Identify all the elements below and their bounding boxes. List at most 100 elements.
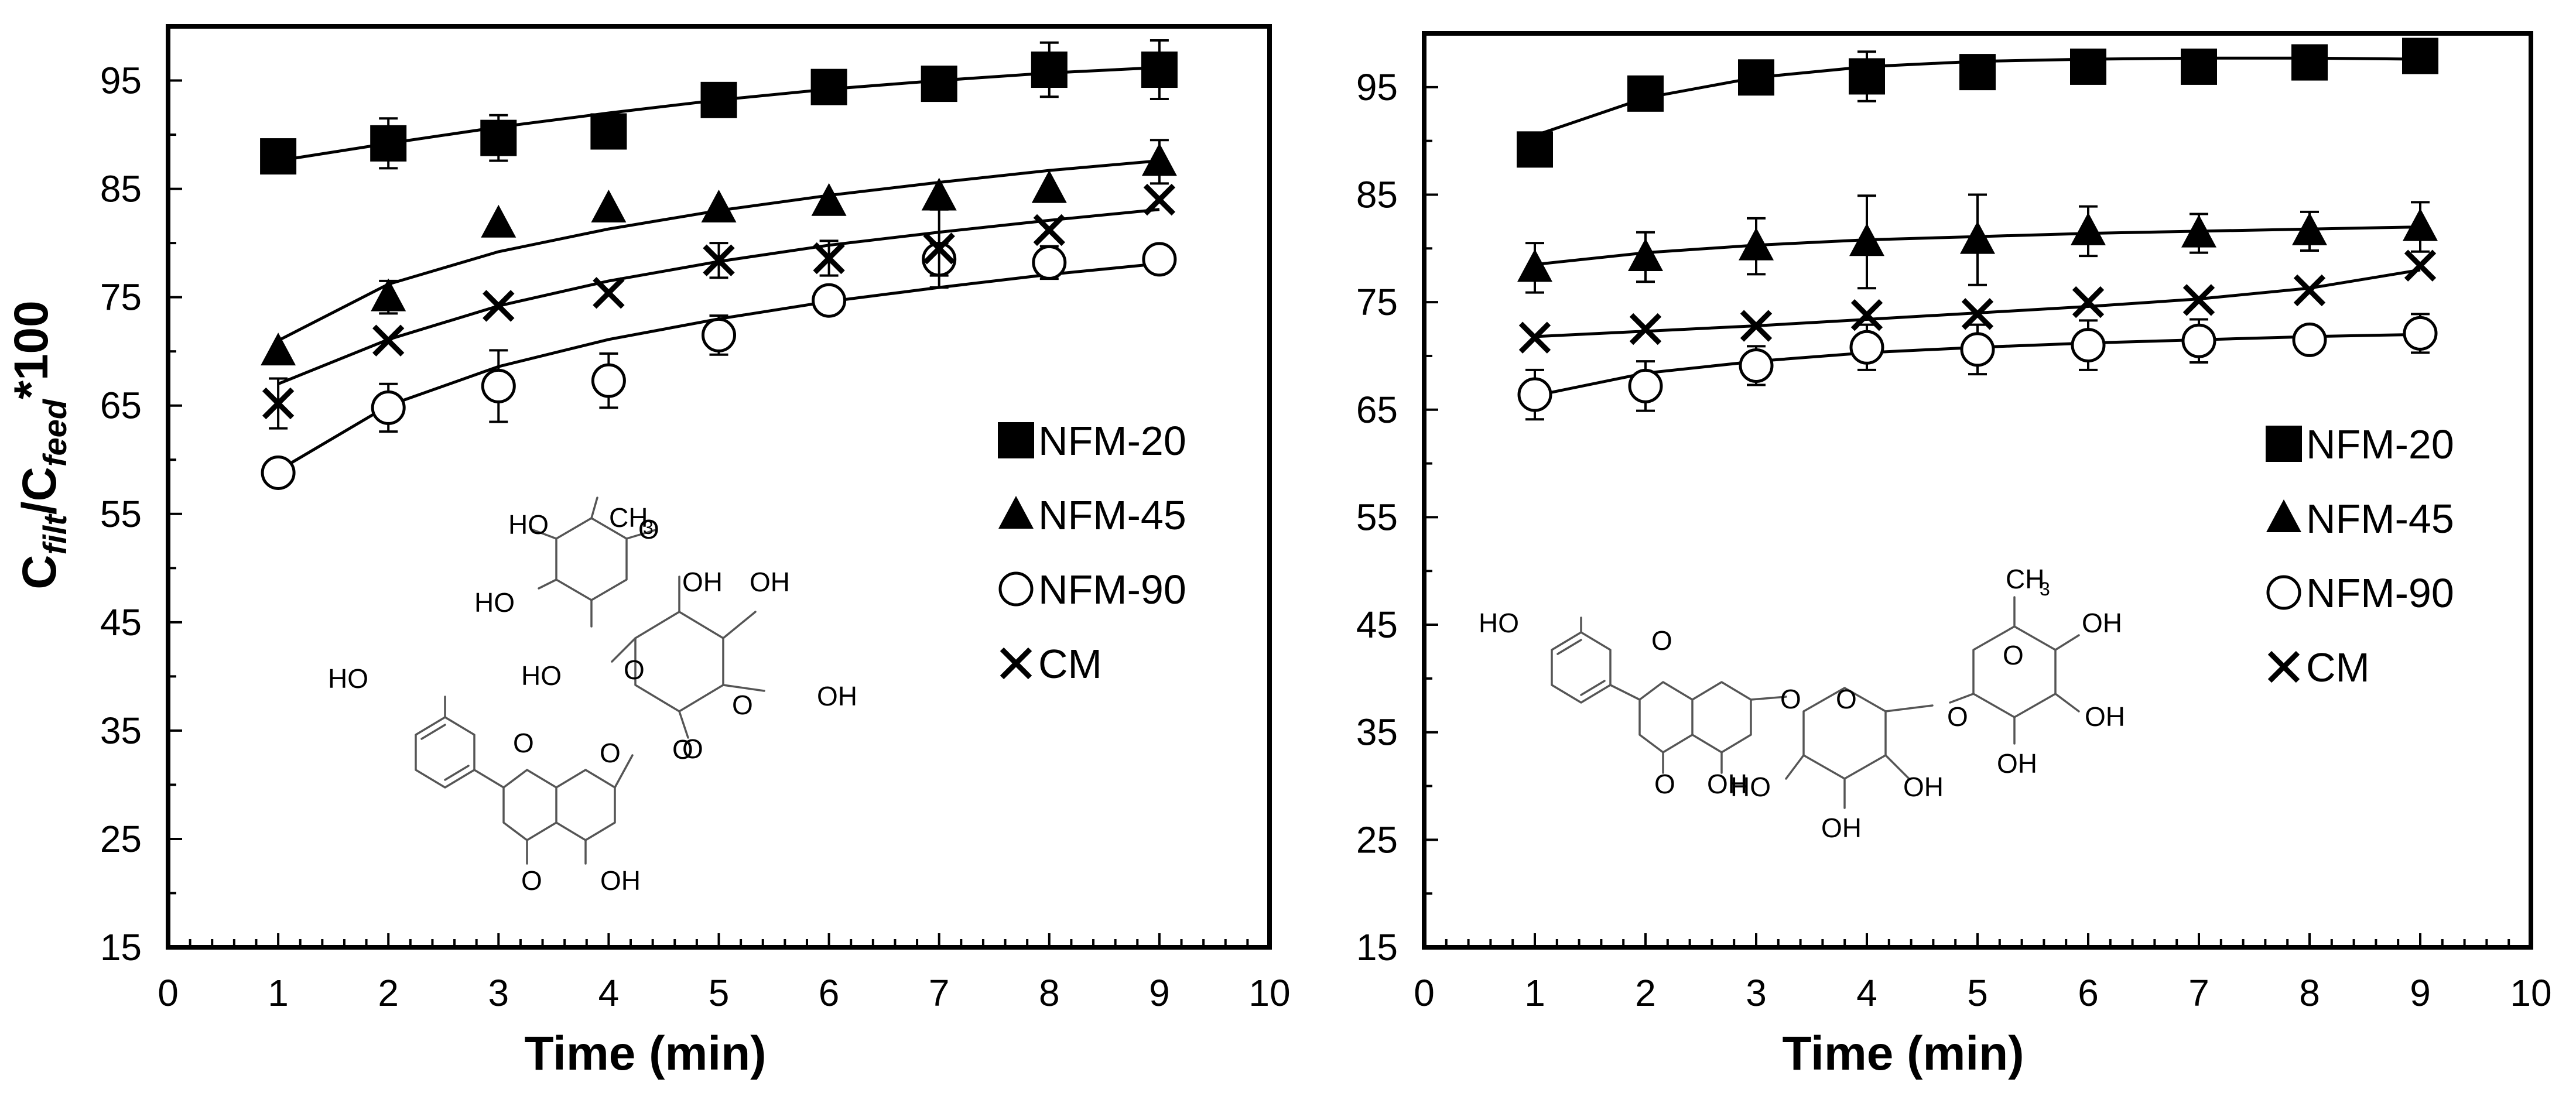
data-point: [260, 138, 297, 175]
data-point: [2071, 328, 2106, 363]
data-point: [1627, 75, 1664, 112]
plot-area-left: 0 1 2 3 4 5 6 7 8 9 10152535455565758595NFM-20NFM-…: [100, 24, 1291, 1014]
data-point: [262, 387, 295, 420]
x-tick-label: 1: [1524, 972, 1545, 1014]
data-point: [2070, 48, 2106, 85]
data-point: [1517, 249, 1552, 282]
data-point: [1518, 321, 1551, 354]
y-tick-label: 75: [100, 276, 142, 318]
data-point: [481, 368, 516, 403]
legend-entry-NFM-20: NFM-20: [998, 418, 1186, 464]
structure-label: OH: [2082, 608, 2122, 638]
x-tick-label: 5: [1967, 972, 1988, 1014]
data-point: [261, 333, 296, 366]
chart-left: Cfilt/Cfeed*100 0 1 2 3 4 5 6 7 8 9 10152535455565…: [5, 24, 1291, 1080]
legend-label: NFM-45: [1038, 492, 1186, 538]
data-point: [1629, 313, 1662, 345]
legend-marker: [998, 571, 1034, 607]
structure-label: HO: [474, 587, 515, 618]
data-point: [1849, 330, 1884, 365]
data-point: [812, 283, 847, 318]
structure-label: O: [638, 514, 659, 544]
x-axis-title: Time (min): [1782, 1027, 2024, 1080]
x-tick-label: 8: [2299, 972, 2320, 1014]
data-point: [481, 204, 516, 238]
legend-label: CM: [1038, 641, 1102, 687]
data-point: [371, 390, 406, 425]
data-point: [2292, 212, 2327, 245]
legend-marker: [998, 422, 1034, 458]
data-point: [261, 455, 296, 490]
data-point: [1628, 238, 1663, 271]
data-point: [2293, 274, 2326, 307]
y-tick-label: 45: [100, 601, 142, 643]
legend-label: NFM-20: [1038, 418, 1186, 464]
structure-label: O: [1947, 701, 1968, 732]
data-point: [811, 183, 847, 216]
series-NFM-90: [1517, 313, 2438, 421]
data-point: [371, 278, 406, 311]
data-point: [2292, 322, 2327, 357]
data-point: [2072, 286, 2105, 318]
data-point: [2181, 48, 2217, 85]
data-point: [1517, 377, 1552, 412]
structure-label: CH: [2006, 564, 2044, 594]
data-point: [1031, 170, 1067, 203]
x-tick-label: 2: [1635, 972, 1656, 1014]
y-tick-label: 45: [1356, 604, 1398, 646]
series-NFM-90: [261, 242, 1177, 490]
structure-label: O: [624, 655, 645, 685]
data-point: [2403, 208, 2438, 241]
legend-label: NFM-20: [2306, 422, 2454, 467]
data-point: [702, 317, 736, 352]
data-point: [591, 363, 626, 398]
x-tick-label: 9: [2410, 972, 2431, 1014]
legend-label: NFM-90: [1038, 567, 1186, 612]
data-point: [701, 189, 737, 222]
series-NFM-20: [260, 39, 1178, 175]
structure-label: O: [600, 738, 621, 768]
y-tick-label: 65: [1356, 389, 1398, 431]
x-tick-label: 10: [1248, 972, 1290, 1014]
legend-entry-NFM-20: NFM-20: [2266, 422, 2454, 467]
data-point: [1141, 143, 1177, 176]
y-tick-label: 15: [1356, 926, 1398, 968]
structure-label: O: [1651, 625, 1672, 656]
legend-label: CM: [2306, 645, 2370, 690]
structure-label: O: [682, 734, 703, 764]
data-point: [1850, 299, 1883, 331]
structure-label: OH: [1903, 772, 1944, 802]
data-point: [1032, 245, 1067, 280]
x-tick-label: 4: [1856, 972, 1877, 1014]
data-point: [1849, 223, 1884, 256]
y-tick-label: 55: [100, 493, 142, 535]
y-tick-label: 85: [1356, 173, 1398, 215]
data-point: [1739, 348, 1774, 383]
legend-entry-CM: CM: [1000, 641, 1102, 687]
structure-label: O: [513, 728, 534, 758]
data-point: [921, 177, 957, 211]
data-point: [370, 125, 407, 162]
x-tick-label: 1: [268, 972, 289, 1014]
x-tick-label: 3: [488, 972, 509, 1014]
data-point: [593, 277, 625, 309]
data-point: [1031, 52, 1068, 88]
x-tick-label: 0: [158, 972, 179, 1014]
series-CM: [262, 183, 1176, 430]
structure-label: CH: [609, 502, 648, 533]
data-point: [703, 244, 735, 276]
structure-label: O: [1780, 684, 1801, 714]
x-tick-label: 3: [1746, 972, 1767, 1014]
data-point: [1960, 332, 1995, 367]
series-NFM-20: [1517, 37, 2438, 168]
structure-label: HO: [521, 660, 562, 691]
data-point: [921, 66, 957, 102]
y-axis-title-slash: /C: [13, 467, 66, 515]
data-point: [1141, 52, 1178, 88]
structure-label: OH: [682, 567, 723, 597]
legend-label: NFM-45: [2306, 496, 2454, 542]
y-axis-title-base: C: [13, 555, 66, 590]
data-point: [1959, 54, 1996, 91]
structure-label: OH: [750, 567, 790, 597]
structure-label: HO: [1730, 772, 1771, 802]
